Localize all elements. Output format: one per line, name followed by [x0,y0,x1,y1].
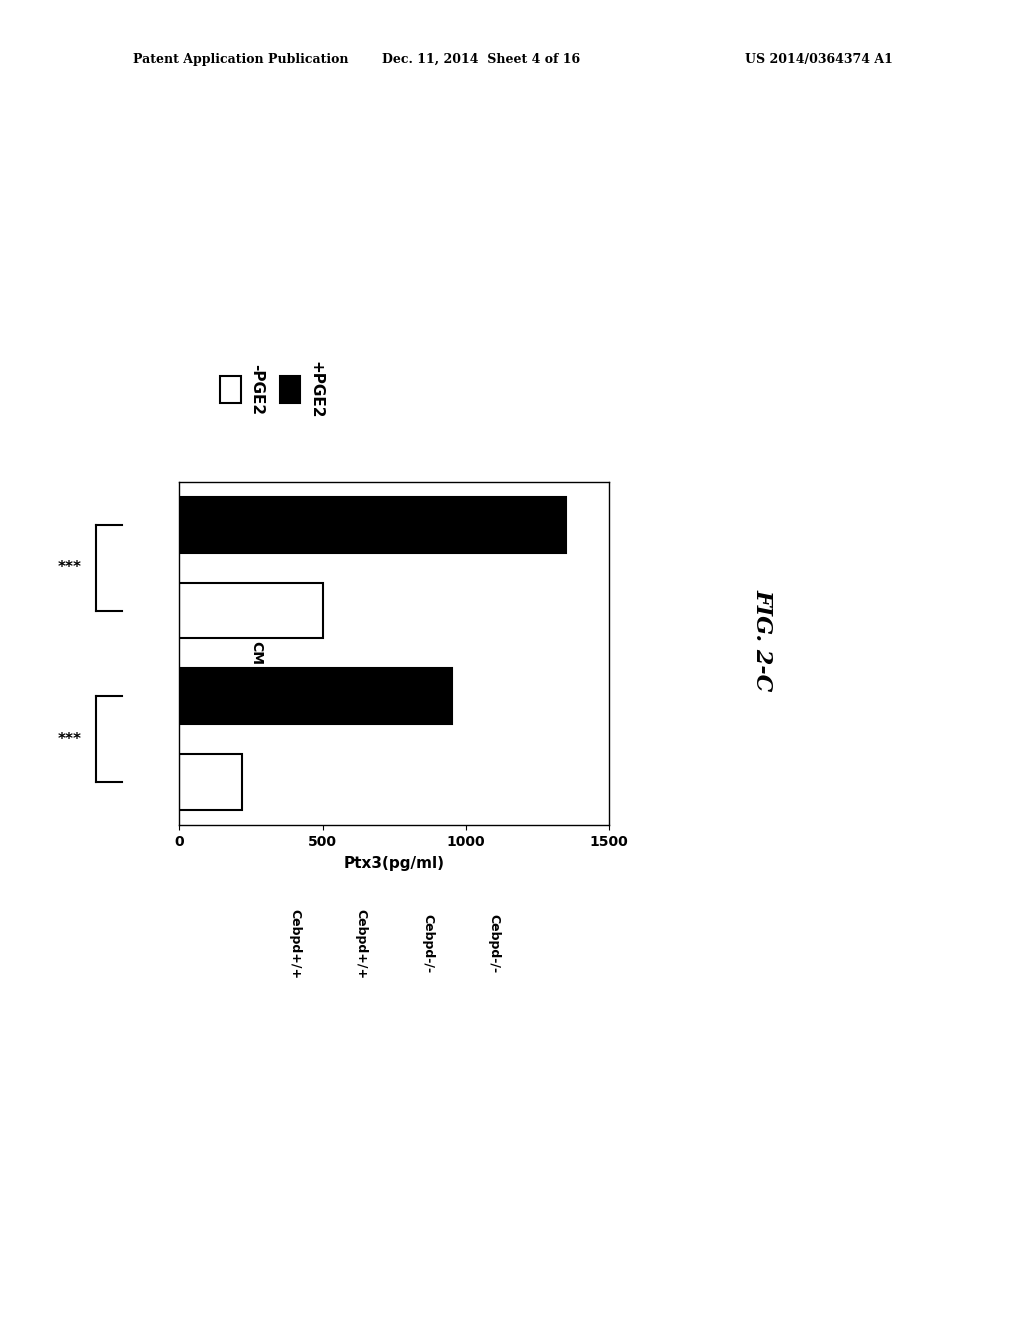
Text: ***: *** [57,560,82,576]
Text: US 2014/0364374 A1: US 2014/0364374 A1 [745,53,893,66]
X-axis label: Ptx3(pg/ml): Ptx3(pg/ml) [344,855,444,871]
Text: Cebpd+/+: Cebpd+/+ [288,908,301,979]
Text: Cebpd-/-: Cebpd-/- [487,915,501,973]
Text: +PGE2: +PGE2 [308,360,324,418]
Text: Dec. 11, 2014  Sheet 4 of 16: Dec. 11, 2014 Sheet 4 of 16 [382,53,581,66]
Text: Cebpd-/-: Cebpd-/- [421,915,434,973]
Text: Patent Application Publication: Patent Application Publication [133,53,348,66]
Bar [179,668,452,725]
Text: ***: *** [57,731,82,747]
Text: FIG. 2-C: FIG. 2-C [752,589,774,692]
Bar [179,496,566,553]
Text: Cebpd+/+: Cebpd+/+ [354,908,368,979]
Text: -PGE2: -PGE2 [249,364,264,414]
Bar [179,582,323,639]
Bar [179,754,243,810]
Text: CM: CM [249,642,263,665]
